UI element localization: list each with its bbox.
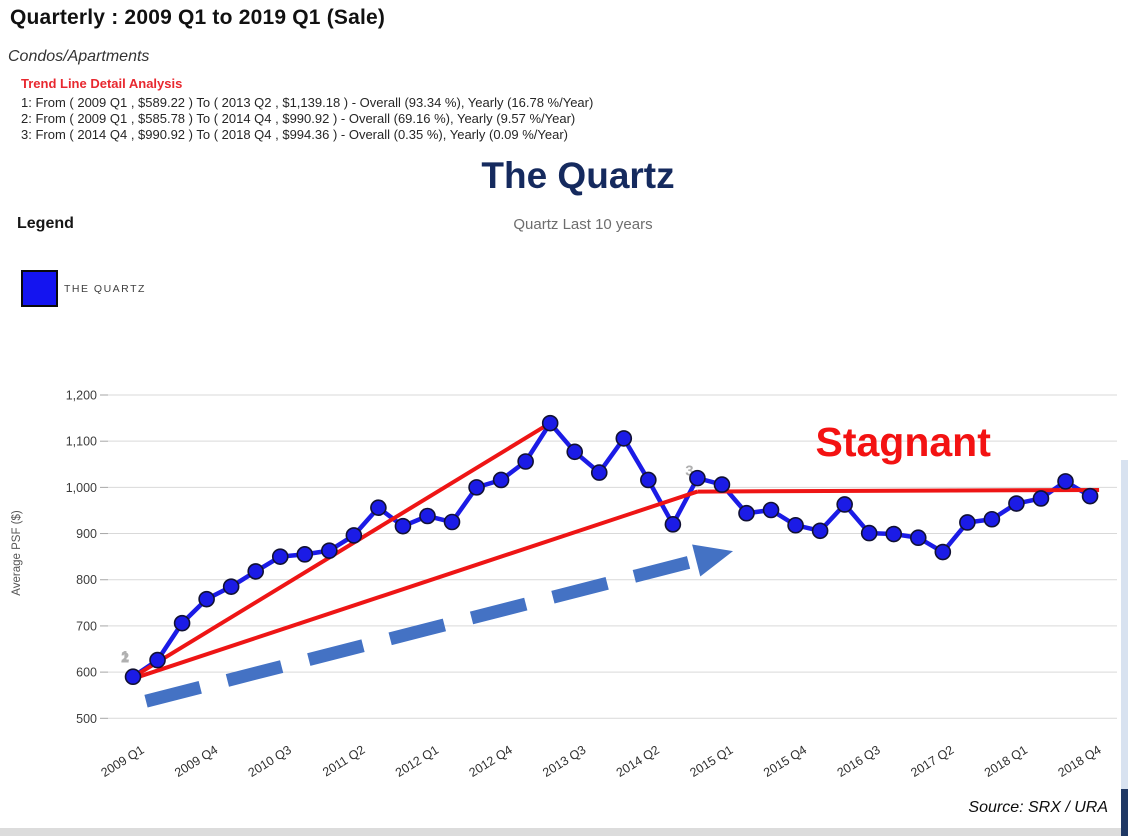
data-point [370,499,387,516]
trend-analysis-line-3: 3: From ( 2014 Q4 , $990.92 ) To ( 2018 … [21,127,569,142]
y-tick-label: 700 [76,619,97,633]
x-tick-label: 2011 Q2 [320,743,367,780]
x-tick-label: 2010 Q3 [246,743,294,780]
series-points [124,414,1099,686]
data-point [787,516,804,534]
x-tick-label: 2017 Q2 [908,743,956,780]
data-point [541,414,559,432]
property-type-subtitle: Condos/Apartments [8,48,150,65]
y-tick-label: 600 [76,666,97,680]
data-point [222,578,240,595]
development-title: The Quartz [481,155,675,196]
x-tick-label: 2018 Q4 [1056,743,1104,780]
source-caption: Source: SRX / URA [968,799,1108,816]
data-point [1032,490,1050,507]
legend-heading: Legend [17,215,74,232]
y-axis-title: Average PSF ($) [11,510,23,596]
data-point [983,510,1001,528]
trend-analysis-line-2: 2: From ( 2009 Q1 , $585.78 ) To ( 2014 … [21,111,576,126]
data-point [713,476,731,493]
data-point [860,524,878,542]
x-tick-label: 2009 Q4 [172,743,220,780]
data-point [173,614,191,632]
data-point [296,546,314,563]
x-tick-label: 2018 Q1 [982,743,1030,780]
data-point [615,430,633,447]
trend-lines: 12 3 [121,421,1100,681]
data-point [149,651,166,669]
data-point [689,469,706,487]
chart-subtitle: Quartz Last 10 years [513,216,653,233]
right-corner-block [1121,789,1128,836]
data-point [492,471,510,489]
x-tick-label: 2015 Q4 [761,743,809,780]
data-point [885,525,903,543]
data-point [640,471,657,489]
y-tick-label: 900 [76,527,97,541]
data-point [517,453,534,470]
data-point [394,517,412,535]
data-point [468,479,485,496]
data-point [1008,495,1025,512]
stagnant-annotation: Stagnant [815,419,991,465]
data-point [909,529,927,547]
data-point [247,563,264,580]
data-point [762,501,780,519]
page-title: Quarterly : 2009 Q1 to 2019 Q1 (Sale) [10,6,386,29]
data-point [443,513,461,531]
trend-line-number-label: 2 [121,650,129,667]
trend-line-1 [131,421,552,679]
y-tick-label: 1,100 [66,435,97,449]
trend-line-3 [697,487,1100,494]
trend-analysis-heading: Trend Line Detail Analysis [21,76,183,91]
data-point [959,514,976,531]
x-tick-label: 2013 Q3 [540,743,588,780]
x-tick-label: 2009 Q1 [98,743,146,780]
data-point [1081,487,1099,505]
data-point [811,522,829,540]
x-tick-label: 2015 Q1 [687,743,735,780]
y-tick-label: 1,000 [66,481,97,495]
x-tick-label: 2012 Q4 [467,743,515,780]
y-tick-label: 500 [76,712,97,726]
legend-series-label: THE QUARTZ [64,283,146,295]
data-point [1057,473,1074,490]
y-tick-label: 800 [76,573,97,587]
arrow-head-icon [692,544,734,577]
series-line [131,420,1092,679]
trend-analysis-block: Trend Line Detail Analysis 1: From ( 200… [21,76,593,143]
data-point [198,590,215,608]
legend-color-swatch [21,270,58,307]
trend-line-number-label: 1 [121,648,129,665]
trend-line-number-label: 3 [685,463,693,480]
rising-trend-arrow [144,544,734,708]
data-point [836,496,853,513]
data-point [664,516,682,533]
data-point [934,543,952,561]
right-edge-strip [1121,460,1128,789]
data-point [345,527,363,544]
data-point [321,542,338,559]
x-tick-label: 2016 Q3 [835,743,883,780]
x-tick-label: 2012 Q1 [393,743,441,780]
data-point [738,504,755,522]
x-axis-labels: 2009 Q1 2009 Q4 2010 Q3 2011 Q2 2012 Q1 2012 … [98,743,1103,780]
data-point [271,548,289,565]
x-tick-label: 2014 Q2 [614,743,662,780]
data-point [590,464,608,481]
bottom-edge-strip [0,828,1128,836]
trend-line-2 [132,489,699,681]
y-tick-label: 1,200 [66,388,97,402]
data-point [419,507,436,525]
data-point [566,443,584,461]
data-point [124,668,142,686]
trend-analysis-line-1: 1: From ( 2009 Q1 , $589.22 ) To ( 2013 … [21,95,594,110]
